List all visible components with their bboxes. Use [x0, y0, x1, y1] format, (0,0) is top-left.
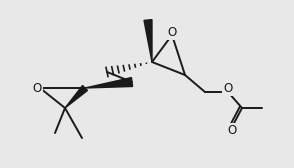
- Text: O: O: [167, 27, 177, 39]
- Text: O: O: [32, 81, 42, 94]
- Text: O: O: [223, 82, 233, 95]
- Polygon shape: [144, 20, 152, 62]
- Polygon shape: [65, 86, 88, 108]
- Polygon shape: [85, 78, 133, 88]
- Text: O: O: [227, 123, 237, 136]
